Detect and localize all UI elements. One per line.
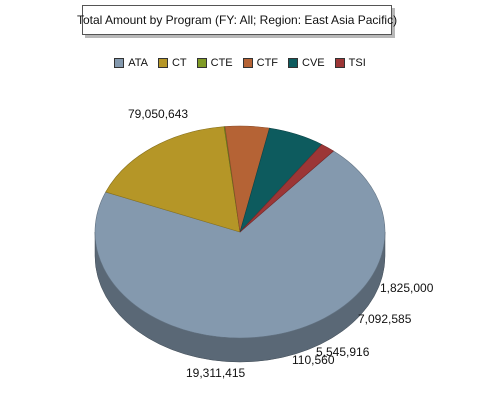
- legend-swatch-tsi: [334, 58, 345, 68]
- data-label-tsi: 1,825,000: [380, 281, 434, 295]
- data-label-cte: 110,560: [292, 353, 335, 367]
- legend-item-ata: ATA: [114, 57, 148, 69]
- legend-swatch-cte: [196, 58, 207, 68]
- legend-swatch-ata: [114, 58, 125, 68]
- legend-swatch-ct: [157, 58, 168, 68]
- pie-slice-ata: [94, 150, 386, 339]
- chart-legend: ATA CT CTE CTF CVE TSI: [0, 56, 480, 70]
- legend-label-ata: ATA: [128, 57, 148, 69]
- legend-item-tsi: TSI: [334, 57, 366, 69]
- legend-item-cte: CTE: [196, 57, 233, 69]
- pie-slice-ct: [105, 126, 241, 233]
- data-label-ctf: 5,545,916: [316, 345, 370, 359]
- data-label-ct: 19,311,415: [186, 366, 245, 380]
- legend-label-tsi: TSI: [348, 57, 366, 69]
- legend-item-ctf: CTF: [242, 57, 279, 69]
- legend-label-cve: CVE: [302, 57, 325, 69]
- pie-slice-tsi: [239, 144, 335, 233]
- legend-label-ctf: CTF: [256, 57, 279, 69]
- legend-label-cte: CTE: [210, 57, 233, 69]
- data-label-cve: 7,092,585: [358, 312, 412, 326]
- legend-swatch-ctf: [242, 58, 253, 68]
- data-label-ata: 79,050,643: [128, 107, 188, 121]
- chart-title-box: Total Amount by Program (FY: All; Region…: [77, 5, 397, 35]
- legend-item-ct: CT: [157, 57, 187, 69]
- legend-label-ct: CT: [171, 57, 187, 69]
- legend-item-cve: CVE: [288, 57, 325, 69]
- chart-title: Total Amount by Program (FY: All; Region…: [76, 13, 398, 27]
- legend-swatch-cve: [288, 58, 299, 68]
- pie-slices: [94, 125, 386, 339]
